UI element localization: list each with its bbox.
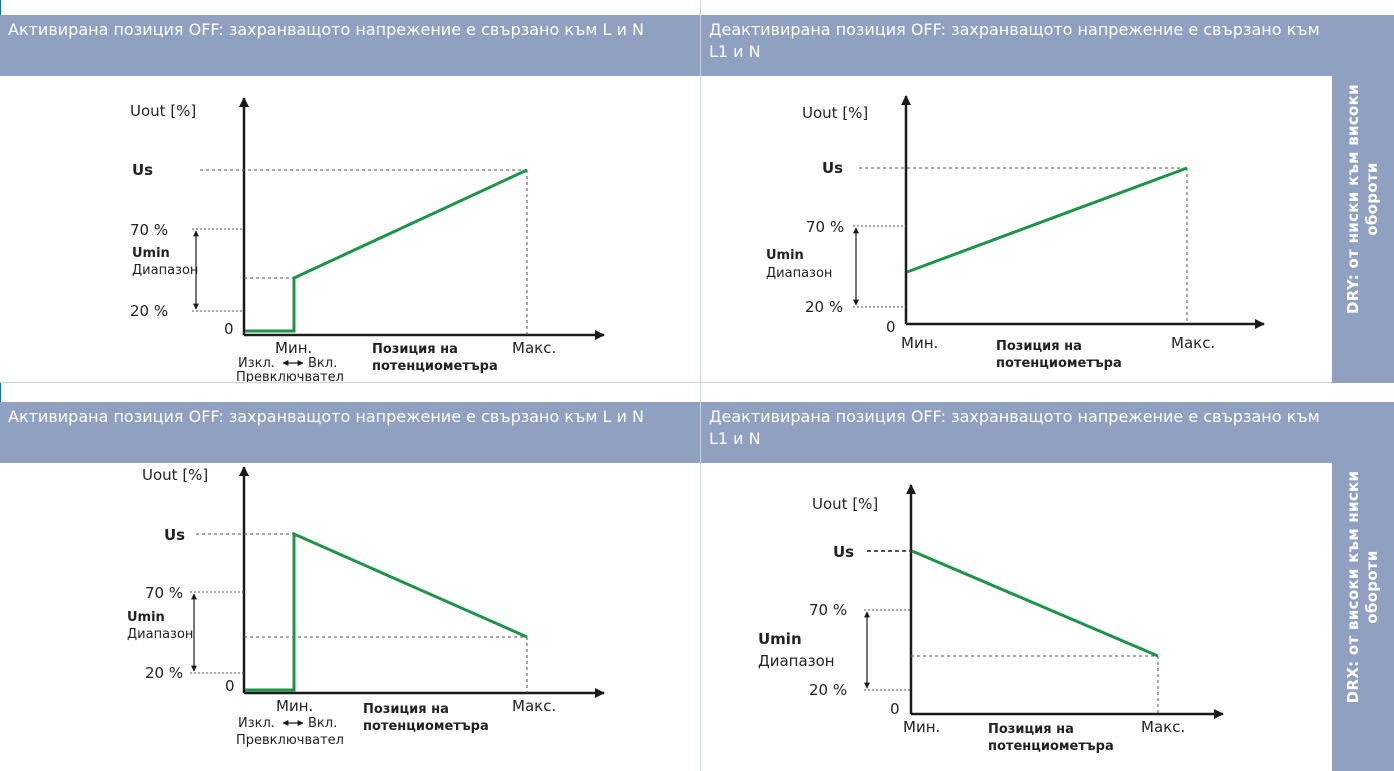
y-axis-label: Uout [%] bbox=[812, 495, 878, 513]
p20-label: 20 % bbox=[130, 302, 168, 320]
panel-header: Деактивирана позиция OFF: захранващото н… bbox=[701, 15, 1332, 76]
min-label: Мин. bbox=[903, 718, 940, 736]
p20-label: 20 % bbox=[809, 681, 847, 699]
drx-label-line1: DRX: от високи към ниски bbox=[1344, 470, 1362, 703]
output-curve bbox=[245, 168, 528, 333]
panel-header: Деактивирана позиция OFF: захранващото н… bbox=[701, 402, 1332, 463]
dry-inactive-off-chart: Uout [%] Us 70 % Umin Диапазон 20 % 0 Ми… bbox=[766, 95, 1265, 371]
dry-active-off-chart: Uout [%] Us 70 % Umin Диапазон 20 % 0 Ми… bbox=[130, 97, 605, 382]
us-label: Us bbox=[164, 526, 185, 544]
range-label: Диапазон bbox=[758, 652, 835, 670]
side-label-dry: DRY: от ниски към високи обороти bbox=[1332, 15, 1394, 383]
drx-inactive-off-chart: Uout [%] Us 70 % Umin Диапазон 20 % 0 Ми… bbox=[758, 484, 1224, 754]
umin-label: Umin bbox=[758, 630, 802, 648]
max-label: Макс. bbox=[512, 339, 556, 357]
range-label: Диапазон bbox=[127, 627, 193, 642]
panel-header: Активирана позиция OFF: захранващото нап… bbox=[0, 402, 700, 463]
switch-label: Превключвател bbox=[236, 733, 344, 748]
zero-label: 0 bbox=[224, 320, 234, 338]
max-label: Макс. bbox=[1141, 718, 1185, 736]
p70-label: 70 % bbox=[806, 218, 844, 236]
us-label: Us bbox=[822, 159, 843, 177]
panel-dry-active-off: Активирана позиция OFF: захранващото нап… bbox=[0, 15, 700, 382]
panel-dry-inactive-off: Деактивирана позиция OFF: захранващото н… bbox=[701, 15, 1332, 382]
range-label: Диапазон bbox=[132, 263, 198, 278]
switch-on-label: Вкл. bbox=[308, 716, 337, 731]
x-axis-label-line1: Позиция на bbox=[363, 702, 449, 717]
us-label: Us bbox=[833, 543, 854, 561]
dry-label-line2: обороти bbox=[1363, 162, 1381, 236]
p20-label: 20 % bbox=[145, 664, 183, 682]
p70-label: 70 % bbox=[145, 584, 183, 602]
column-divider bbox=[700, 0, 701, 771]
min-label: Мин. bbox=[276, 697, 313, 715]
zero-label: 0 bbox=[225, 677, 235, 695]
output-curve bbox=[245, 531, 528, 692]
panel-drx-active-off: Активирана позиция OFF: захранващото нап… bbox=[0, 402, 700, 771]
x-axis-label-line2: потенциометъра bbox=[372, 359, 498, 374]
diagram-frame bbox=[0, 0, 1, 771]
min-label: Мин. bbox=[275, 339, 312, 357]
p70-label: 70 % bbox=[809, 601, 847, 619]
panel-drx-inactive-off: Деактивирана позиция OFF: захранващото н… bbox=[701, 402, 1332, 771]
range-label: Диапазон bbox=[766, 266, 832, 281]
dry-label-line1: DRY: от ниски към високи bbox=[1344, 84, 1362, 314]
output-curve bbox=[911, 549, 1159, 658]
umin-label: Umin bbox=[127, 610, 165, 625]
side-label-drx: DRX: от високи към ниски обороти bbox=[1332, 402, 1394, 771]
drx-label-line2: обороти bbox=[1363, 549, 1381, 624]
drx-active-off-chart: Uout [%] Us 70 % Umin Диапазон 20 % 0 Ми… bbox=[127, 466, 605, 748]
p70-label: 70 % bbox=[130, 221, 168, 239]
x-axis-label-line2: потенциометъра bbox=[988, 739, 1114, 754]
switch-off-label: Изкл. bbox=[238, 716, 275, 731]
y-axis-label: Uout [%] bbox=[802, 104, 868, 122]
max-label: Макс. bbox=[1171, 334, 1215, 352]
x-axis-label-line1: Позиция на bbox=[996, 339, 1082, 354]
x-axis-label-line1: Позиция на bbox=[988, 722, 1074, 737]
umin-label: Umin bbox=[132, 246, 170, 261]
umin-label: Umin bbox=[766, 248, 804, 263]
max-label: Макс. bbox=[512, 697, 556, 715]
switch-label: Превключвател bbox=[236, 370, 344, 382]
y-axis-label: Uout [%] bbox=[142, 466, 208, 484]
x-axis-label-line2: потенциометъра bbox=[996, 356, 1122, 371]
x-axis-label-line2: потенциометъра bbox=[363, 719, 489, 734]
zero-label: 0 bbox=[890, 700, 900, 718]
y-axis-label: Uout [%] bbox=[130, 102, 196, 120]
x-axis-label-line1: Позиция на bbox=[372, 342, 458, 357]
output-curve bbox=[906, 166, 1188, 274]
switch-on-label: Вкл. bbox=[308, 356, 337, 371]
row-divider bbox=[0, 382, 1332, 383]
us-label: Us bbox=[132, 161, 153, 179]
switch-off-label: Изкл. bbox=[238, 356, 275, 371]
zero-label: 0 bbox=[886, 318, 896, 336]
min-label: Мин. bbox=[901, 334, 938, 352]
panel-header: Активирана позиция OFF: захранващото нап… bbox=[0, 15, 700, 76]
p20-label: 20 % bbox=[805, 298, 843, 316]
